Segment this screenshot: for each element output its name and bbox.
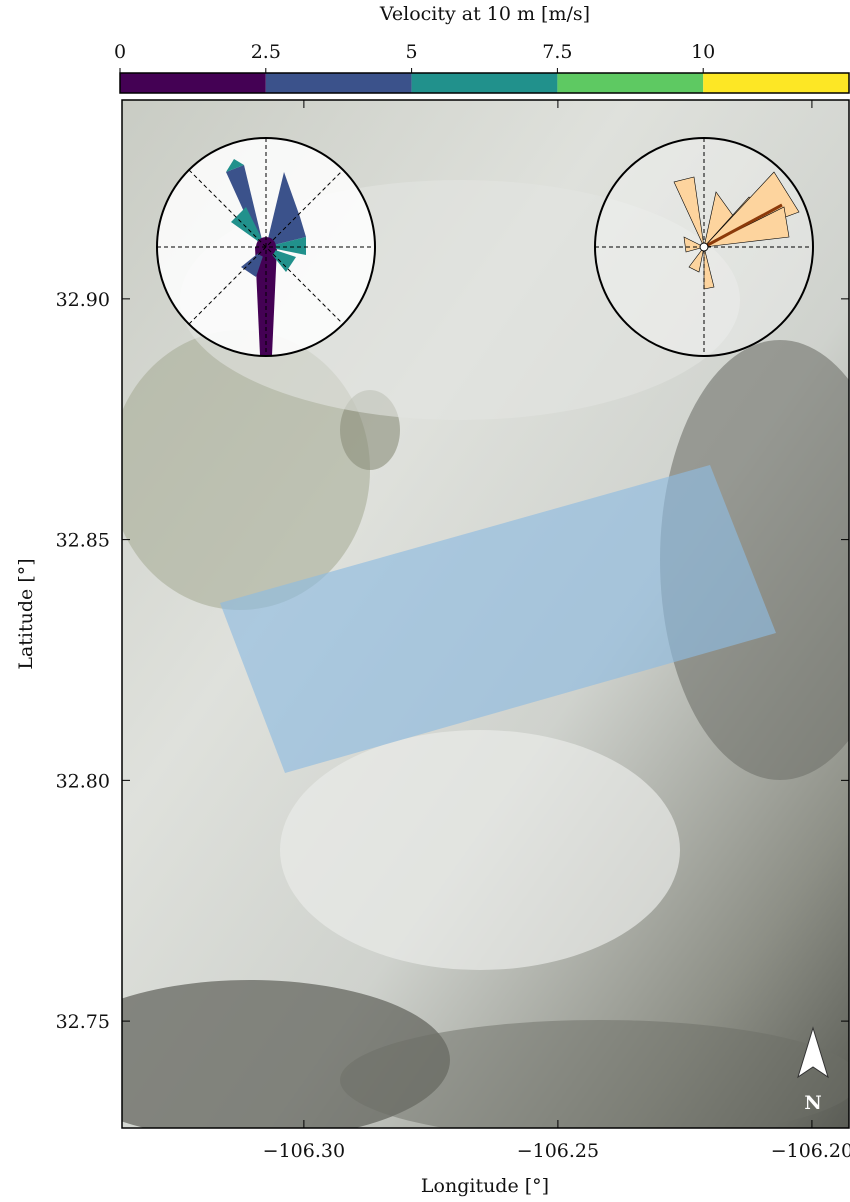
x-tick-label: −106.25 — [517, 1140, 599, 1162]
colorbar-segment — [120, 73, 266, 93]
colorbar-segment — [557, 73, 703, 93]
x-axis-label: Longitude [°] — [421, 1175, 549, 1197]
colorbar-tick-label: 2.5 — [251, 41, 281, 63]
y-tick-label: 32.75 — [56, 1011, 110, 1033]
colorbar-title: Velocity at 10 m [m/s] — [379, 3, 590, 25]
y-axis-label: Latitude [°] — [15, 558, 37, 669]
colorbar-tick-label: 0 — [114, 41, 126, 63]
y-tick-label: 32.90 — [56, 289, 110, 311]
colorbar-tick-label: 7.5 — [542, 41, 572, 63]
colorbar-tick-label: 10 — [691, 41, 715, 63]
y-tick-label: 32.85 — [56, 530, 110, 552]
colorbar: 0 2.5 5 7.5 10 — [114, 41, 849, 93]
x-tick-label: −106.30 — [263, 1140, 345, 1162]
figure: Velocity at 10 m [m/s] 0 2.5 5 7.5 10 — [0, 0, 850, 1202]
colorbar-segment — [703, 73, 849, 93]
y-tick-label: 32.80 — [56, 770, 110, 792]
colorbar-segment — [266, 73, 412, 93]
colorbar-segment — [412, 73, 558, 93]
wind-rose-velocity — [157, 138, 375, 356]
north-label: N — [804, 1092, 821, 1114]
wind-rose-direction — [595, 138, 813, 356]
colorbar-tick-label: 5 — [406, 41, 418, 63]
x-tick-label: −106.20 — [771, 1140, 850, 1162]
